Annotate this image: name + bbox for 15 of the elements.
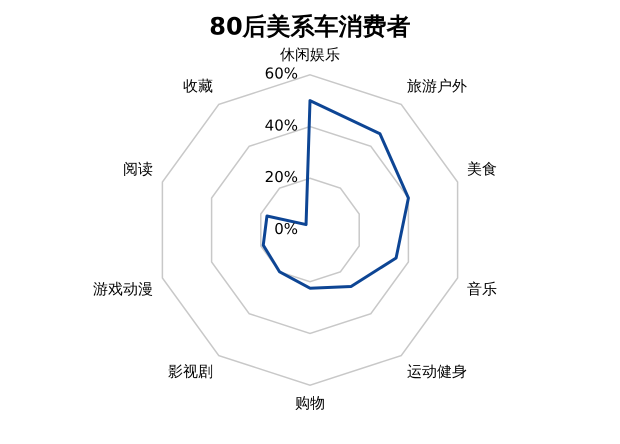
spoke-label: 休闲娱乐: [280, 46, 340, 64]
y-tick-label: 0%: [274, 220, 298, 238]
spoke-label: 阅读: [122, 160, 153, 178]
chart-title: 80后美系车消费者: [209, 12, 411, 41]
spoke-label: 旅游户外: [407, 77, 468, 96]
spoke-label: 美食: [467, 160, 498, 178]
spoke-label: 运动健身: [407, 362, 468, 381]
spoke-label: 游戏动漫: [92, 280, 153, 298]
y-tick-label: 60%: [264, 64, 298, 83]
spoke-label: 收藏: [182, 77, 213, 96]
y-tick-label: 20%: [264, 168, 298, 186]
spoke-label: 音乐: [467, 280, 498, 298]
spoke-label: 购物: [295, 394, 325, 412]
y-tick-label: 40%: [264, 116, 298, 134]
spoke-label: 影视剧: [168, 362, 213, 381]
